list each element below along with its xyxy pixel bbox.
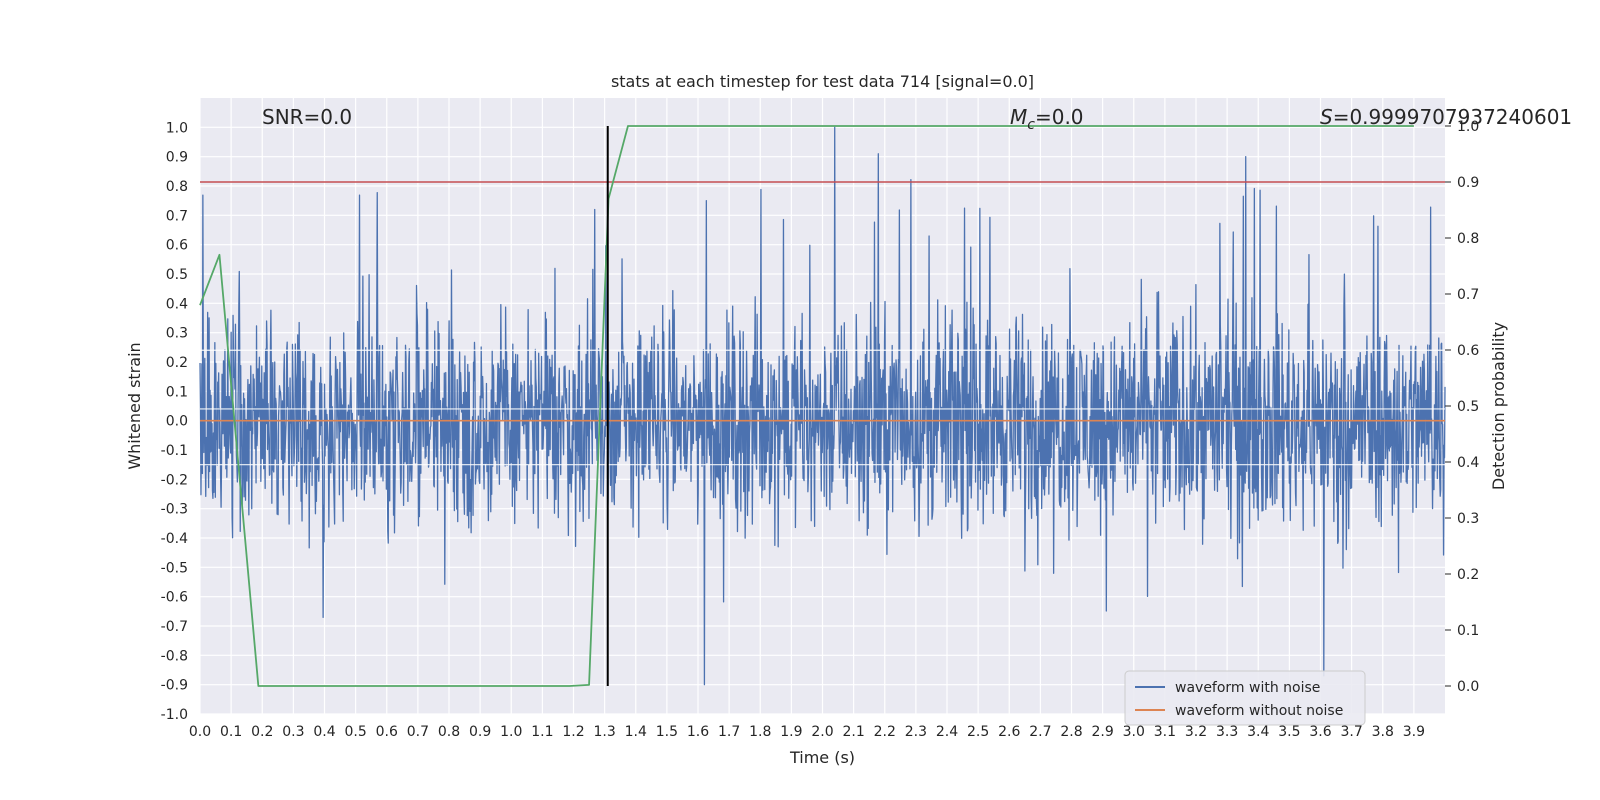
x-tick-label-36: 3.6: [1309, 724, 1331, 740]
x-tick-label-22: 2.2: [874, 724, 896, 740]
x-tick-label-0: 0.0: [189, 724, 211, 740]
annotation-mc-subscript: c: [1027, 117, 1035, 133]
y2-tick-label-5: 0.5: [1457, 399, 1479, 415]
y-tick-label-14: -0.4: [161, 531, 188, 547]
x-tick-label-15: 1.5: [656, 724, 678, 740]
y2-tick-label-4: 0.6: [1457, 343, 1479, 359]
x-tick-label-27: 2.7: [1029, 724, 1051, 740]
x-tick-label-38: 3.8: [1372, 724, 1394, 740]
y2-tick-label-8: 0.2: [1457, 567, 1479, 583]
y-tick-label-6: 0.4: [166, 296, 188, 312]
x-tick-label-37: 3.7: [1340, 724, 1362, 740]
x-tick-label-31: 3.1: [1154, 724, 1176, 740]
y-tick-label-13: -0.3: [161, 502, 188, 518]
y-tick-label-16: -0.6: [161, 590, 188, 606]
x-tick-label-1: 0.1: [220, 724, 242, 740]
y-tick-label-12: -0.2: [161, 472, 188, 488]
y2-tick-label-2: 0.8: [1457, 231, 1479, 247]
x-tick-label-13: 1.3: [593, 724, 615, 740]
legend-label-waveform-with-noise: waveform with noise: [1175, 680, 1320, 696]
x-tick-label-26: 2.6: [998, 724, 1020, 740]
annotation-significance: S=0.9999707937240601: [1320, 105, 1572, 129]
x-tick-label-10: 1.0: [500, 724, 522, 740]
y2-tick-label-7: 0.3: [1457, 511, 1479, 527]
y-tick-label-5: 0.5: [166, 267, 188, 283]
y-tick-label-1: 0.9: [166, 150, 188, 166]
x-tick-label-32: 3.2: [1185, 724, 1207, 740]
x-tick-label-7: 0.7: [407, 724, 429, 740]
y2-tick-label-6: 0.4: [1457, 455, 1479, 471]
y-tick-label-2: 0.8: [166, 179, 188, 195]
y-tick-label-18: -0.8: [161, 648, 188, 664]
y-tick-label-8: 0.2: [166, 355, 188, 371]
y-tick-label-4: 0.6: [166, 238, 188, 254]
waveform-with-noise-line: [199, 126, 1446, 686]
y2-tick-label-0: 1.0: [1457, 119, 1479, 135]
x-tick-label-35: 3.5: [1278, 724, 1300, 740]
x-tick-label-25: 2.5: [967, 724, 989, 740]
x-tick-label-16: 1.6: [687, 724, 709, 740]
annotation-s-value: =0.9999707937240601: [1333, 105, 1572, 129]
x-tick-label-18: 1.8: [749, 724, 771, 740]
y-tick-label-15: -0.5: [161, 560, 188, 576]
x-axis-title: Time (s): [789, 748, 855, 767]
y2-tick-label-3: 0.7: [1457, 287, 1479, 303]
series-waveform-with-noise: [199, 126, 1446, 686]
series-lines: [199, 125, 1445, 687]
x-tick-label-34: 3.4: [1247, 724, 1269, 740]
y2-tick-label-1: 0.9: [1457, 175, 1479, 191]
legend-box: [1124, 670, 1366, 726]
legend-label-waveform-without-noise: waveform without noise: [1175, 703, 1343, 719]
y-tick-label-20: -1.0: [161, 707, 188, 723]
chart-title: stats at each timestep for test data 714…: [611, 72, 1034, 91]
x-tick-label-5: 0.5: [344, 724, 366, 740]
y-tick-label-9: 0.1: [166, 384, 188, 400]
y-tick-label-0: 1.0: [166, 120, 188, 136]
x-tick-label-23: 2.3: [905, 724, 927, 740]
x-tick-label-28: 2.8: [1060, 724, 1082, 740]
y-axis-title: Whitened strain: [125, 342, 144, 469]
y-tick-label-19: -0.9: [161, 678, 188, 694]
x-tick-label-11: 1.1: [531, 724, 553, 740]
y2-tick-label-10: 0.0: [1457, 679, 1479, 695]
legend: waveform with noise waveform without noi…: [1124, 670, 1366, 726]
x-tick-label-4: 0.4: [313, 724, 335, 740]
detection-probability-line: [199, 125, 1414, 687]
annotation-chirp-mass: Mc=0.0: [1010, 105, 1084, 133]
x-tick-label-12: 1.2: [562, 724, 584, 740]
y2-tick-label-9: 0.1: [1457, 623, 1479, 639]
x-tick-label-33: 3.3: [1216, 724, 1238, 740]
y-tick-label-10: 0.0: [166, 414, 188, 430]
x-tick-label-8: 0.8: [438, 724, 460, 740]
x-tick-label-19: 1.9: [780, 724, 802, 740]
y-axis-ticks: 1.0 0.9 0.8 0.7 0.6 0.5 0.4 0.3 0.2 0.1 0.0 -0.1 -0.…: [161, 120, 188, 723]
y2-axis-title: Detection probability: [1489, 322, 1508, 490]
x-tick-label-9: 0.9: [469, 724, 491, 740]
x-tick-label-20: 2.0: [811, 724, 833, 740]
x-tick-label-14: 1.4: [625, 724, 647, 740]
annotation-s-symbol: S: [1320, 105, 1333, 129]
x-tick-label-21: 2.1: [842, 724, 864, 740]
annotation-mc-value: =0.0: [1035, 105, 1084, 129]
x-tick-label-17: 1.7: [718, 724, 740, 740]
y-tick-label-11: -0.1: [161, 443, 188, 459]
x-tick-label-29: 2.9: [1091, 724, 1113, 740]
y2-axis-ticks: 1.0 0.9 0.8 0.7 0.6 0.5 0.4 0.3 0.2 0.1 0.0: [1445, 119, 1479, 695]
y-tick-label-3: 0.7: [166, 208, 188, 224]
y-tick-label-17: -0.7: [161, 619, 188, 635]
x-tick-label-24: 2.4: [936, 724, 958, 740]
x-tick-label-6: 0.6: [376, 724, 398, 740]
annotation-mc-symbol: M: [1010, 105, 1027, 129]
x-tick-label-30: 3.0: [1123, 724, 1145, 740]
x-axis-ticks: 0.0 0.1 0.2 0.3 0.4 0.5 0.6 0.7 0.8 0.9 1.0 1.1 1.2 1…: [189, 724, 1425, 740]
x-tick-label-2: 0.2: [251, 724, 273, 740]
x-tick-label-39: 3.9: [1403, 724, 1425, 740]
annotation-snr: SNR=0.0: [262, 105, 352, 129]
y-tick-label-7: 0.3: [166, 326, 188, 342]
x-tick-label-3: 0.3: [282, 724, 304, 740]
